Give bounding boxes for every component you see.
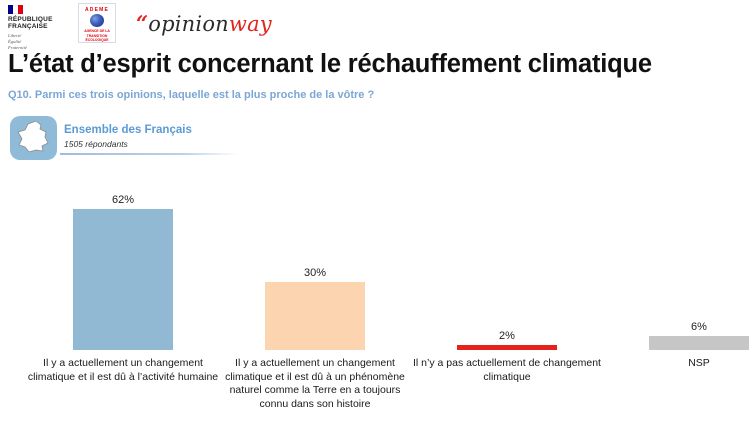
opinionway-logo-way: way [228, 12, 272, 36]
opinionway-logo: “opinionway [136, 11, 272, 36]
bar-category-label: Il n’y a pas actuellement de changement … [413, 357, 601, 383]
audience-label: Ensemble des Français [64, 124, 192, 136]
ademe-tagline: AGENCE DE LA TRANSITION ÉCOLOGIQUE [84, 29, 110, 42]
france-map-shape [17, 120, 48, 153]
survey-question: Q10. Parmi ces trois opinions, laquelle … [8, 89, 375, 101]
bar-value-label: 30% [303, 267, 327, 279]
rf-motto-line1: Liberté [8, 32, 22, 38]
republique-francaise-logo: RÉPUBLIQUE FRANÇAISE Liberté Égalité Fra… [8, 5, 66, 51]
bar-value-label: 6% [691, 321, 707, 333]
bar [73, 209, 173, 350]
bar [649, 336, 749, 350]
rf-motto-line2: Égalité [8, 38, 22, 44]
french-flag-icon [8, 5, 23, 14]
bar [265, 282, 365, 350]
rf-name-line1: RÉPUBLIQUE [8, 16, 53, 23]
audience-underline [60, 153, 238, 155]
bar-value-label: 62% [111, 194, 135, 206]
audience-sample-size: 1505 répondants [64, 139, 128, 149]
bar [457, 345, 557, 350]
france-map-icon [10, 116, 57, 160]
bar-category-label: Il y a actuellement un changement climat… [225, 357, 405, 410]
opinionway-quote-mark: “ [136, 11, 149, 36]
rf-name-line2: FRANÇAISE [8, 23, 48, 31]
rf-motto-line3: Fraternité [8, 44, 27, 50]
globe-icon [90, 14, 104, 28]
bar-value-label: 2% [499, 330, 515, 342]
opinionway-logo-opinion: opinion [148, 12, 229, 36]
bar-category-label: Il y a actuellement un changement climat… [27, 357, 219, 383]
ademe-logo: ADEME AGENCE DE LA TRANSITION ÉCOLOGIQUE [78, 3, 116, 43]
page-title: L’état d’esprit concernant le réchauffem… [8, 50, 652, 78]
ademe-name: ADEME [84, 7, 110, 13]
bar-column: 30% Il y a actuellement un changement cli… [219, 188, 411, 412]
bar-chart: 62% Il y a actuellement un changement cli… [0, 188, 754, 418]
bar-category-label: NSP [688, 357, 710, 369]
bar-column: 2% Il n’y a pas actuellement de changemen… [411, 188, 603, 384]
bar-column: 62% Il y a actuellement un changement cli… [27, 188, 219, 384]
bar-column: 6% NSP [603, 188, 754, 371]
